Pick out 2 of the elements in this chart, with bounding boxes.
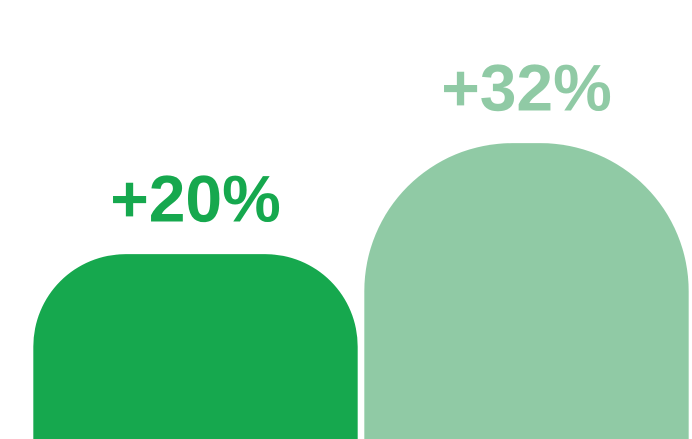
- data-label: +20%: [110, 161, 281, 236]
- data-label: +32%: [441, 50, 612, 124]
